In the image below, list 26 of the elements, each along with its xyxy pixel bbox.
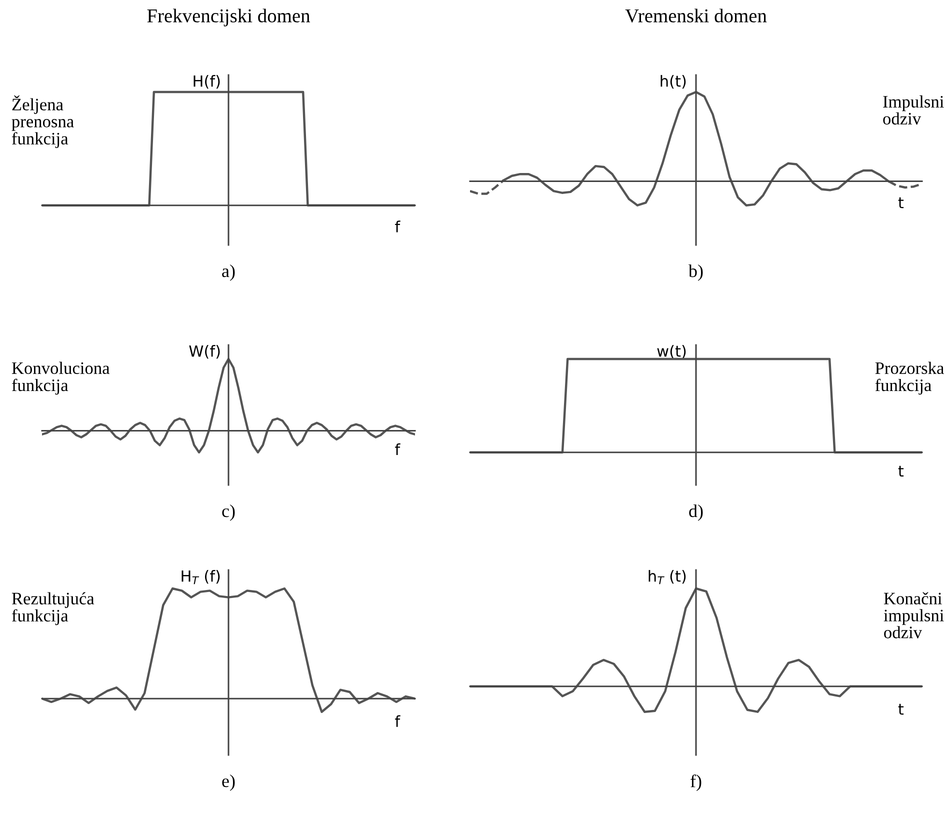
y-axis-title: h(t): [660, 75, 686, 89]
text: a): [222, 264, 235, 281]
annotation: Konvoluciona funkcija: [12, 362, 110, 395]
chart-title: Frekvencijski domen: [147, 8, 310, 26]
y-axis-title: H(f): [194, 75, 220, 89]
x-axis-title: t: [898, 466, 904, 477]
x-axis-title: t: [898, 704, 904, 715]
y-axis-title: H$_{T}$ (f): [182, 570, 220, 584]
y-axis-title: W(f): [189, 345, 220, 359]
annotation: Željena prenosna funkcija: [12, 95, 74, 148]
x-axis-title: f: [395, 220, 400, 232]
text: d): [689, 504, 703, 521]
chart-title: Vremenski domen: [625, 8, 767, 23]
text: c): [222, 504, 235, 521]
annotation: Rezultujuća funkcija: [12, 592, 94, 626]
y-axis-title: h$_{T}$ (t): [648, 570, 686, 584]
annotation: Prozorska funkcija: [875, 362, 944, 395]
annotation: Impulsni odziv: [883, 95, 944, 125]
text: f): [690, 774, 702, 791]
x-axis-title: f: [395, 715, 400, 727]
text: b): [688, 264, 703, 281]
x-axis-title: t: [898, 197, 904, 208]
text: e): [222, 774, 235, 791]
y-axis-title: w(t): [657, 345, 686, 359]
annotation: Konačni impulsni odziv: [884, 592, 944, 638]
x-axis-title: f: [395, 443, 400, 456]
